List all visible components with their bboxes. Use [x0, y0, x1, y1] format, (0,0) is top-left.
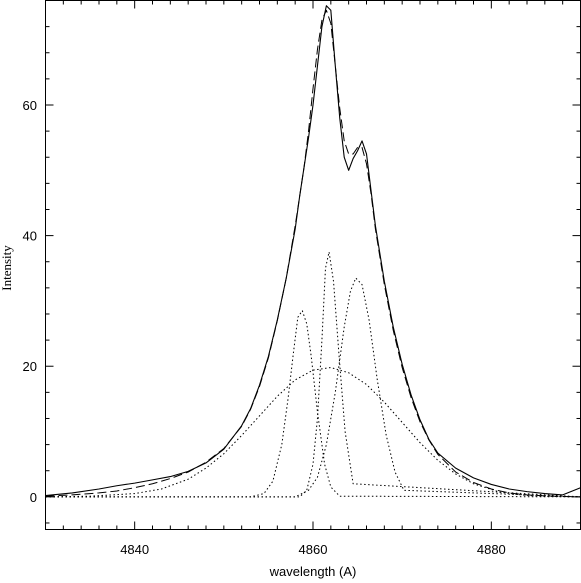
series-layer	[45, 5, 581, 498]
tick-labels: 4840 4860 4880 0 20 40 60	[23, 98, 506, 557]
y-tick-label: 0	[30, 490, 37, 505]
series-line-3-dotted	[45, 367, 581, 498]
y-tick-label: 20	[23, 359, 37, 374]
series-line-6-dotted	[45, 277, 581, 498]
series-line-1-solid	[45, 5, 581, 497]
y-tick-label: 60	[23, 98, 37, 113]
y-tick-label: 40	[23, 229, 37, 244]
x-tick-label: 4880	[477, 542, 506, 557]
x-tick-label: 4860	[299, 542, 328, 557]
y-axis-label: Intensity	[0, 245, 14, 291]
x-axis-label: wavelength (A)	[269, 564, 357, 579]
x-tick-label: 4840	[120, 542, 149, 557]
series-line-5-dotted	[45, 251, 581, 498]
plot-frame	[45, 0, 581, 530]
series-line-2-dashed	[45, 9, 581, 498]
series-line-4-dotted	[45, 310, 581, 498]
axis-ticks	[45, 0, 581, 530]
